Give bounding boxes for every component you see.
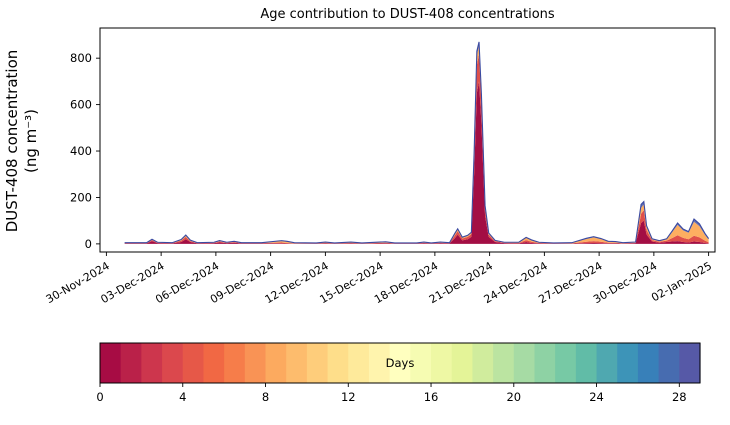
y-tick-label: 200 — [70, 190, 92, 204]
area-age-0-4-days — [124, 81, 709, 244]
y-tick-label: 600 — [70, 98, 92, 112]
colorbar-segment — [493, 343, 515, 383]
colorbar-segment — [575, 343, 598, 383]
axes-frame — [99, 27, 716, 253]
colorbar-segment — [327, 343, 349, 383]
colorbar-tick-label: 0 — [96, 390, 103, 404]
colorbar-segment — [286, 343, 308, 383]
area-age-16-29-days — [124, 41, 709, 244]
x-tick-label: 02-Jan-2025 — [649, 259, 714, 304]
colorbar-tick-label: 8 — [262, 390, 269, 404]
colorbar-segment — [182, 343, 205, 383]
axes-box — [99, 27, 716, 253]
colorbar-segment — [224, 343, 246, 383]
y-tick-label: 0 — [85, 237, 92, 251]
y-tick-label: 400 — [70, 144, 92, 158]
x-tick-labels: 30-Nov-202403-Dec-202406-Dec-202409-Dec-… — [44, 252, 714, 306]
colorbar-tick-label: 4 — [179, 390, 186, 404]
colorbar-segment — [617, 343, 639, 383]
colorbar-segment — [120, 343, 142, 383]
colorbar-segment — [368, 343, 391, 383]
colorbar-tick-label: 24 — [589, 390, 604, 404]
colorbar-segment — [431, 343, 453, 383]
area-age-8-16-days — [124, 45, 709, 244]
stacked-areas — [124, 41, 710, 244]
colorbar-tick-label: 16 — [424, 390, 439, 404]
colorbar: 0 4 8 12 16 20 24 28 — [96, 342, 701, 404]
colorbar-segment — [658, 343, 680, 383]
colorbar-tick-label: 28 — [672, 390, 687, 404]
colorbar-segment — [637, 343, 660, 383]
colorbar-label: Days — [386, 356, 415, 370]
y-tick-label: 800 — [70, 51, 92, 65]
colorbar-segment — [472, 343, 494, 383]
colorbar-border — [99, 342, 701, 384]
area-age-4-8-days — [124, 53, 709, 244]
colorbar-tick-label: 20 — [506, 390, 521, 404]
colorbar-segment — [100, 343, 122, 383]
colorbar-segment — [244, 343, 267, 383]
colorbar-tick-label: 12 — [341, 390, 356, 404]
colorbar-segment — [348, 343, 370, 383]
colorbar-segment — [451, 343, 474, 383]
chart-title: Age contribution to DUST-408 concentrati… — [260, 7, 555, 22]
colorbar-segment — [389, 343, 411, 383]
y-tick-labels: 0 200 400 600 800 — [70, 51, 100, 251]
colorbar-segment — [265, 343, 287, 383]
colorbar-segment — [534, 343, 556, 383]
colorbar-segment — [513, 343, 536, 383]
colorbar-segment — [679, 343, 701, 383]
total-outline — [124, 41, 710, 244]
colorbar-segment — [203, 343, 225, 383]
colorbar-segment — [141, 343, 163, 383]
colorbar-segment — [306, 343, 329, 383]
colorbar-segment — [162, 343, 184, 383]
colorbar-segment — [555, 343, 577, 383]
colorbar-segment — [410, 343, 432, 383]
colorbar-segment — [596, 343, 618, 383]
